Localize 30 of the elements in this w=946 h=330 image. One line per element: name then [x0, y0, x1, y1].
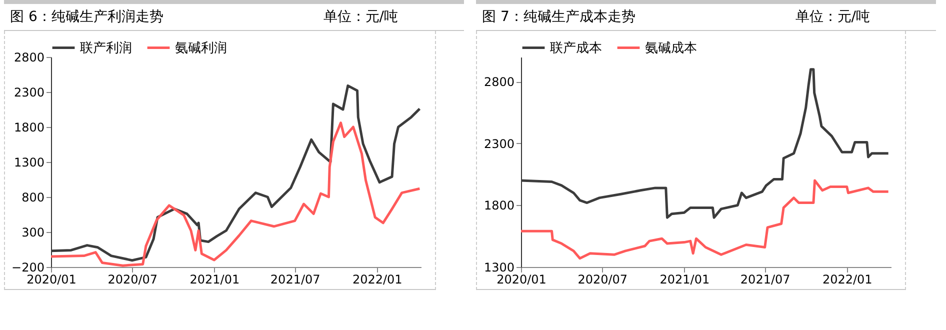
y-tick-label: 2300	[484, 136, 514, 151]
y-tick-label: 1800	[484, 198, 514, 213]
chart-subtitle: 单位：元/吨	[795, 8, 870, 26]
line-series	[521, 179, 890, 260]
chart-title: 图 6：纯碱生产利润走势	[10, 8, 164, 26]
x-tick-label: 2020/07	[578, 272, 628, 286]
x-tick-label: 2021/07	[270, 272, 320, 286]
y-tick-label: 1300	[484, 260, 514, 274]
y-tick-label: −200	[12, 260, 44, 274]
x-tick-label: 2021/01	[660, 272, 710, 286]
y-tick-label: 2800	[14, 50, 44, 64]
y-tick-label: 1800	[14, 120, 44, 134]
x-tick-label: 2021/01	[190, 272, 240, 286]
y-tick-label: 2800	[484, 75, 514, 90]
x-tick-label: 2020/07	[108, 272, 158, 286]
y-tick-label: 800	[22, 190, 44, 204]
legend-label: 氨碱成本	[645, 40, 697, 56]
y-tick-label: 2300	[14, 86, 44, 100]
y-tick-label: 1300	[14, 156, 44, 170]
y-tick-label: 300	[22, 226, 44, 240]
x-tick-label: 2020/01	[496, 272, 546, 286]
legend-label: 联产利润	[80, 40, 132, 56]
legend-label: 联产成本	[550, 40, 602, 56]
x-tick-label: 2020/01	[26, 272, 76, 286]
x-tick-label: 2022/01	[352, 272, 402, 286]
chart-title: 图 7：纯碱生产成本走势	[482, 8, 636, 26]
x-tick-label: 2021/07	[740, 272, 790, 286]
legend-label: 氨碱利润	[175, 40, 227, 56]
x-tick-label: 2022/01	[822, 272, 872, 286]
chart-subtitle: 单位：元/吨	[323, 8, 398, 26]
